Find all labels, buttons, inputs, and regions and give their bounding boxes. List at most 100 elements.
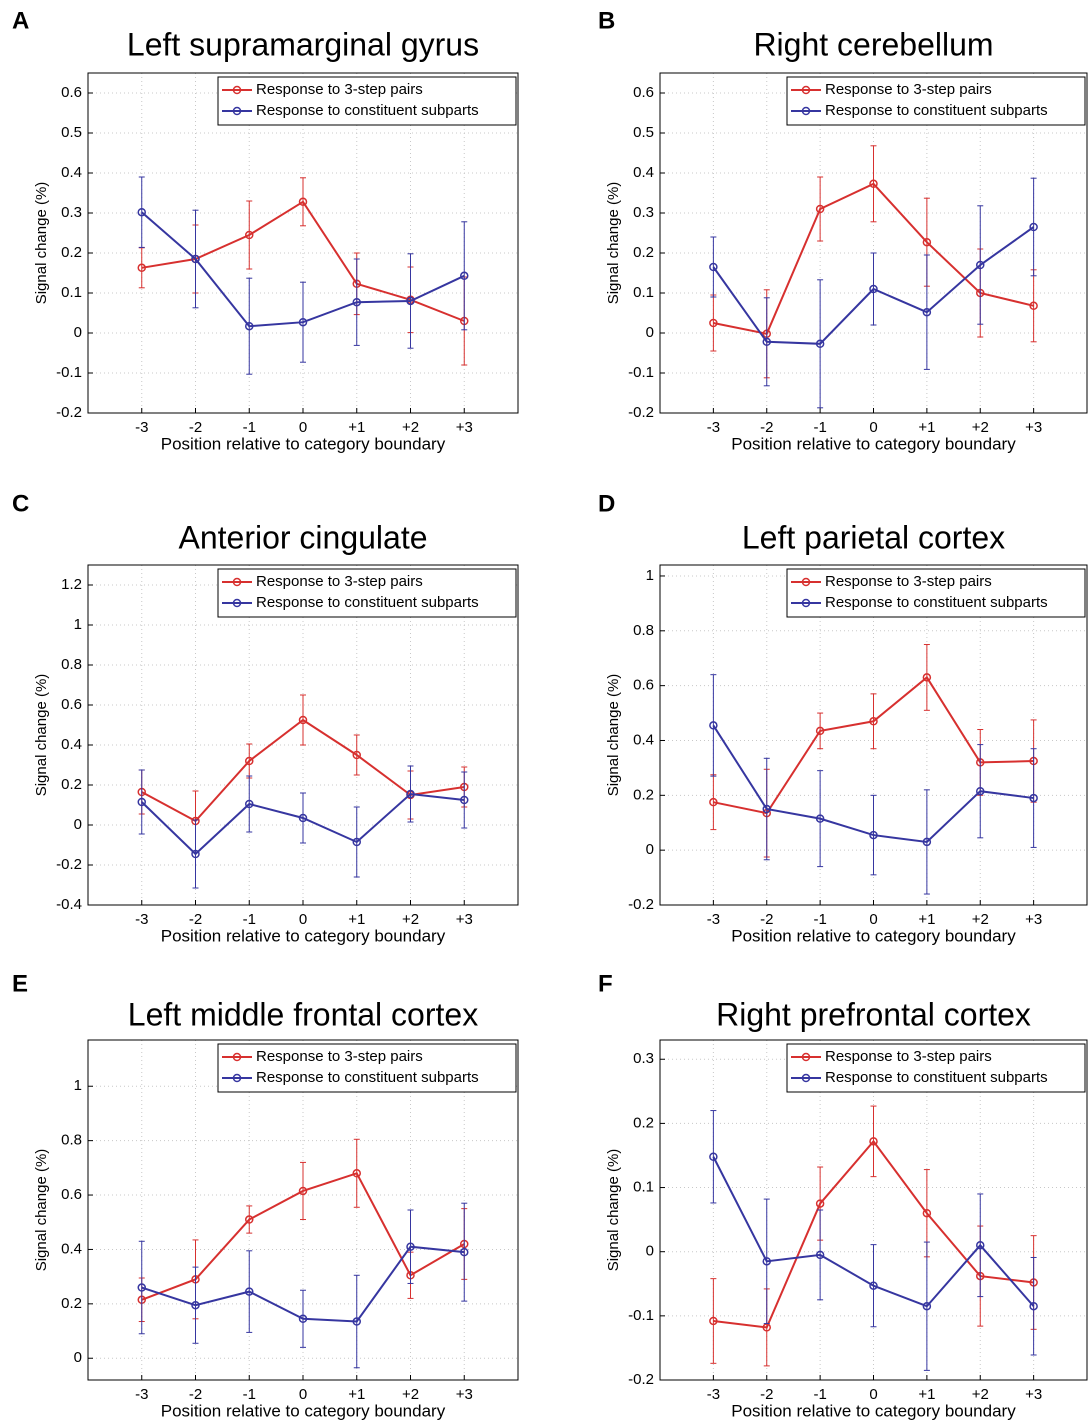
x-axis-label: Position relative to category boundary bbox=[161, 926, 446, 945]
legend-label: Response to constituent subparts bbox=[256, 102, 479, 119]
plot-frame bbox=[659, 564, 1088, 906]
legend-label: Response to 3-step pairs bbox=[256, 81, 423, 98]
y-tick-label: 0.2 bbox=[61, 776, 82, 793]
data-point bbox=[352, 297, 361, 307]
y-tick-label: 0.6 bbox=[61, 696, 82, 713]
legend-label: Response to constituent subparts bbox=[256, 594, 479, 611]
panel-label: A bbox=[12, 7, 29, 34]
plot-frame bbox=[87, 72, 519, 414]
panel-label: C bbox=[12, 490, 29, 517]
legend-box bbox=[786, 1043, 1086, 1093]
y-tick-label: 1 bbox=[646, 567, 654, 584]
plot-frame bbox=[659, 72, 1088, 414]
y-tick-label: 0.5 bbox=[633, 124, 654, 141]
y-tick-label: 0.4 bbox=[61, 164, 82, 181]
panel-label: B bbox=[598, 7, 615, 34]
legend-marker bbox=[801, 1052, 811, 1062]
data-point bbox=[922, 1208, 932, 1218]
y-tick-label: 0.4 bbox=[633, 164, 654, 181]
y-tick-label: -0.2 bbox=[628, 1371, 654, 1388]
panel: B Right cerebellum -0.2 -0.1 0 0.1 0.2 0.3 0.4 0.… bbox=[598, 7, 1088, 453]
y-axis-label: Signal change (%) bbox=[605, 674, 622, 797]
y-tick-label: -0.1 bbox=[56, 364, 82, 381]
chart-title: Right prefrontal cortex bbox=[716, 996, 1031, 1032]
y-tick-label: 0.5 bbox=[61, 124, 82, 141]
data-point bbox=[709, 262, 718, 272]
legend-box bbox=[217, 76, 517, 126]
legend-box bbox=[786, 76, 1086, 126]
legend-label: Response to 3-step pairs bbox=[825, 81, 992, 98]
legend-label: Response to 3-step pairs bbox=[825, 1048, 992, 1065]
data-point bbox=[406, 296, 415, 306]
data-point bbox=[815, 1199, 825, 1208]
x-axis-label: Position relative to category boundary bbox=[161, 434, 446, 453]
data-point bbox=[352, 1317, 361, 1326]
x-axis-label: Position relative to category boundary bbox=[731, 1401, 1016, 1420]
legend-box bbox=[786, 568, 1086, 618]
y-tick-label: 0.4 bbox=[61, 736, 82, 753]
legend-label: Response to constituent subparts bbox=[825, 594, 1048, 611]
x-tick-label: +3 bbox=[456, 419, 473, 436]
y-tick-label: 0.3 bbox=[633, 204, 654, 221]
x-tick-label: -3 bbox=[707, 419, 720, 436]
y-tick-label: 0.2 bbox=[61, 1295, 82, 1312]
y-axis-label: Signal change (%) bbox=[605, 182, 622, 305]
data-point bbox=[245, 1287, 254, 1296]
x-tick-label: +1 bbox=[918, 1386, 935, 1403]
data-point bbox=[460, 1247, 469, 1257]
data-point bbox=[976, 260, 985, 270]
data-point bbox=[976, 1241, 985, 1250]
legend-label: Response to constituent subparts bbox=[256, 1069, 479, 1086]
data-point bbox=[815, 1250, 825, 1260]
legend-box bbox=[217, 1043, 517, 1093]
panel-label: D bbox=[598, 490, 615, 517]
legend-label: Response to 3-step pairs bbox=[256, 573, 423, 590]
plot-frame bbox=[87, 1039, 519, 1381]
legend-marker bbox=[801, 598, 811, 608]
x-tick-label: 0 bbox=[299, 419, 307, 436]
series-line bbox=[141, 792, 465, 856]
chart-title: Left supramarginal gyrus bbox=[127, 26, 479, 62]
legend-label: Response to constituent subparts bbox=[825, 102, 1048, 119]
y-tick-label: -0.1 bbox=[628, 364, 654, 381]
panel-label: F bbox=[598, 970, 613, 997]
y-tick-label: 1 bbox=[74, 1077, 82, 1094]
data-point bbox=[869, 179, 878, 189]
series-line bbox=[141, 1245, 465, 1323]
y-tick-label: 0 bbox=[646, 324, 654, 341]
y-tick-label: 1 bbox=[74, 616, 82, 633]
data-point bbox=[298, 197, 308, 207]
data-point bbox=[245, 1215, 254, 1224]
data-point bbox=[922, 1301, 932, 1311]
y-tick-label: 0.8 bbox=[61, 656, 82, 673]
panel: D Left parietal cortex -0.2 0 0.2 0.4 0.6 0.8 1 -… bbox=[598, 490, 1088, 945]
x-tick-label: -3 bbox=[135, 1386, 148, 1403]
legend-marker bbox=[232, 1073, 242, 1083]
data-point bbox=[460, 271, 469, 281]
data-point bbox=[352, 750, 361, 760]
legend-label: Response to constituent subparts bbox=[825, 1069, 1048, 1086]
data-point bbox=[406, 789, 415, 799]
x-tick-label: -1 bbox=[813, 1386, 826, 1403]
x-tick-label: +2 bbox=[972, 911, 989, 928]
x-tick-label: -1 bbox=[243, 419, 256, 436]
x-tick-label: -2 bbox=[760, 419, 773, 436]
y-tick-label: 0.4 bbox=[61, 1240, 82, 1257]
data-point bbox=[815, 204, 825, 214]
panel: C Anterior cingulate -0.4 -0.2 0 0.2 0.4 0.6 0.8… bbox=[12, 490, 519, 945]
y-tick-label: 0 bbox=[646, 1243, 654, 1260]
data-point bbox=[869, 1281, 878, 1290]
data-point bbox=[298, 317, 308, 327]
y-tick-label: 0.2 bbox=[61, 244, 82, 261]
chart-title: Anterior cingulate bbox=[178, 519, 427, 555]
data-point bbox=[976, 786, 985, 796]
data-point bbox=[762, 337, 771, 347]
data-point bbox=[869, 830, 878, 840]
data-point bbox=[1029, 301, 1038, 311]
data-point bbox=[245, 321, 254, 331]
legend-marker bbox=[801, 1073, 811, 1083]
legend-label: Response to 3-step pairs bbox=[825, 573, 992, 590]
x-tick-label: 0 bbox=[299, 911, 307, 928]
panel: A Left supramarginal gyrus -0.2 -0.1 0 0.1 0.2… bbox=[12, 7, 519, 453]
y-tick-label: 0.2 bbox=[633, 1114, 654, 1131]
